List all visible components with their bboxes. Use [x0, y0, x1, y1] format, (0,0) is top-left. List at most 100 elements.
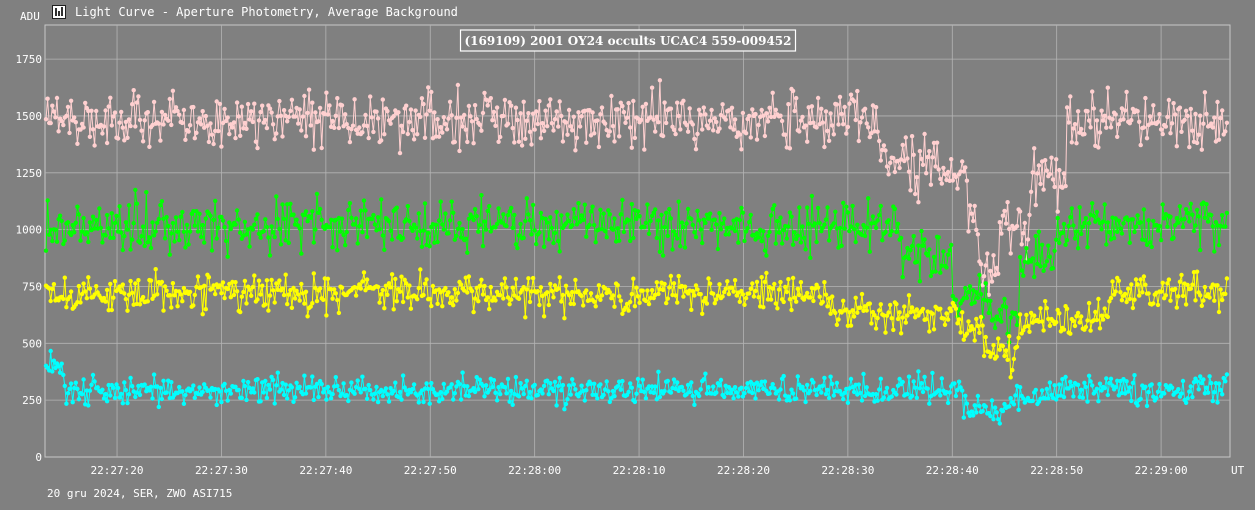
- data-point: [1199, 303, 1205, 308]
- chart-title-box: [459, 29, 797, 52]
- data-point: [1002, 296, 1007, 302]
- data-point: [1075, 109, 1081, 114]
- data-point: [1060, 377, 1065, 382]
- data-point: [1035, 261, 1040, 267]
- data-point: [726, 291, 732, 297]
- data-point: [261, 390, 266, 395]
- data-point: [1077, 320, 1082, 325]
- data-point: [95, 385, 100, 390]
- data-point: [873, 225, 879, 231]
- data-point: [809, 193, 815, 199]
- data-point: [411, 137, 417, 142]
- data-point: [263, 217, 268, 222]
- data-point: [873, 105, 879, 110]
- data-point: [438, 390, 443, 395]
- data-point: [775, 218, 780, 224]
- data-point: [1025, 323, 1031, 329]
- data-point: [480, 292, 486, 297]
- data-point: [1144, 136, 1150, 141]
- data-point: [978, 291, 984, 297]
- data-point: [405, 295, 410, 300]
- data-point: [239, 104, 244, 109]
- data-point: [288, 201, 293, 206]
- data-point: [1082, 220, 1087, 226]
- data-point: [877, 387, 882, 392]
- data-point: [1198, 374, 1203, 379]
- data-point: [779, 118, 785, 124]
- data-point: [111, 295, 116, 300]
- data-point: [59, 118, 64, 124]
- data-point: [180, 120, 185, 126]
- data-point: [253, 139, 259, 144]
- data-point: [696, 107, 702, 113]
- data-point: [321, 297, 326, 302]
- data-point: [216, 128, 221, 134]
- data-point: [505, 212, 511, 218]
- data-point: [198, 234, 204, 240]
- data-point: [267, 106, 273, 111]
- data-point: [1047, 380, 1053, 385]
- data-point: [1046, 396, 1051, 401]
- data-point: [521, 235, 526, 240]
- data-point: [408, 107, 414, 112]
- data-point: [660, 287, 666, 293]
- data-point: [1090, 383, 1095, 388]
- data-point: [197, 385, 202, 390]
- data-point: [1168, 214, 1173, 219]
- chart-window-icon[interactable]: [52, 5, 66, 19]
- data-point: [142, 118, 147, 123]
- data-point: [794, 236, 799, 242]
- data-point: [668, 273, 674, 279]
- data-point: [1122, 291, 1128, 297]
- data-point: [1204, 385, 1209, 390]
- data-point: [955, 186, 960, 191]
- data-point: [308, 304, 313, 309]
- data-point: [104, 140, 110, 146]
- data-point: [1202, 284, 1208, 290]
- data-point: [241, 378, 246, 384]
- data-point: [530, 111, 536, 116]
- data-point: [988, 413, 993, 419]
- data-point: [1104, 242, 1109, 247]
- data-point: [233, 280, 238, 285]
- data-point: [302, 301, 307, 306]
- data-point: [380, 393, 385, 399]
- data-point: [790, 88, 796, 94]
- data-point: [961, 415, 966, 420]
- data-point: [770, 206, 775, 212]
- data-point: [446, 290, 451, 295]
- data-point: [458, 397, 464, 402]
- data-point: [928, 182, 934, 187]
- data-point: [607, 212, 612, 217]
- data-point: [1033, 387, 1039, 393]
- data-point: [712, 116, 717, 121]
- data-point: [316, 394, 321, 400]
- data-point: [698, 292, 703, 297]
- data-point: [1017, 209, 1023, 214]
- series-1: [43, 78, 1230, 297]
- data-point: [61, 241, 66, 247]
- data-point: [960, 310, 965, 315]
- data-point: [768, 297, 774, 302]
- data-point: [546, 103, 551, 108]
- data-point: [969, 409, 974, 414]
- data-point: [466, 274, 472, 279]
- data-point: [640, 288, 645, 293]
- data-point: [703, 112, 708, 117]
- data-point: [853, 239, 858, 245]
- data-point: [101, 124, 107, 129]
- data-point: [1166, 97, 1172, 103]
- data-point: [1003, 348, 1009, 353]
- data-point: [842, 390, 847, 395]
- data-point: [1135, 109, 1140, 114]
- data-point: [955, 321, 960, 326]
- data-point: [61, 122, 66, 128]
- data-point: [512, 293, 517, 298]
- data-point: [249, 109, 254, 114]
- data-point: [288, 108, 293, 114]
- data-point: [772, 386, 777, 391]
- data-point: [209, 132, 215, 137]
- data-point: [878, 158, 883, 163]
- data-point: [1104, 376, 1109, 381]
- data-point: [460, 370, 465, 375]
